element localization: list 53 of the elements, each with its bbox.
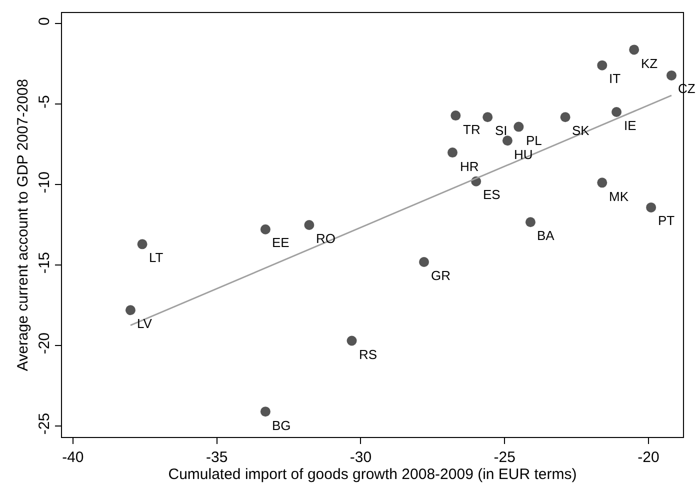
point	[448, 148, 458, 158]
annotation: LT	[149, 250, 164, 265]
point	[597, 178, 608, 188]
annotation: TR	[463, 122, 480, 137]
y-tick-label: -25	[36, 412, 53, 435]
point	[137, 239, 148, 250]
annotation: HU	[514, 147, 533, 162]
point	[612, 107, 622, 117]
x-tick-label: -30	[350, 449, 372, 466]
annotation: RS	[359, 347, 378, 362]
y-tick-label: -15	[36, 252, 53, 274]
point	[482, 112, 493, 122]
annotation: EE	[272, 235, 290, 250]
point	[629, 44, 640, 55]
annotation: RO	[316, 231, 336, 246]
point	[646, 202, 656, 212]
x-tick-label: -35	[206, 449, 228, 466]
x-tick-label: -25	[494, 449, 516, 466]
annotation: SI	[495, 123, 508, 138]
annotation: MK	[609, 189, 629, 204]
annotation: HR	[460, 159, 479, 174]
point	[125, 305, 136, 316]
y-tick-label: 0	[36, 17, 53, 26]
y-tick-label: -5	[36, 95, 53, 109]
y-tick-label: -10	[36, 172, 53, 194]
annotation: LV	[137, 316, 152, 331]
point	[304, 220, 314, 230]
annotation: IE	[624, 118, 637, 133]
point	[346, 336, 357, 346]
point	[666, 70, 676, 80]
point	[260, 406, 270, 417]
annotation: SK	[572, 123, 590, 138]
annotation: IT	[609, 71, 621, 86]
annotation: KZ	[641, 56, 658, 71]
x-tick-label: -20	[638, 449, 660, 466]
annotation: PT	[658, 213, 675, 228]
point	[514, 122, 524, 132]
point	[597, 60, 608, 70]
annotation: PL	[526, 133, 542, 148]
point	[260, 224, 270, 234]
point	[419, 257, 430, 268]
x-tick-label: -40	[62, 449, 84, 466]
annotation: GR	[431, 268, 450, 283]
point	[450, 110, 461, 121]
y-axis-title: Average current account to GDP 2007-2008	[14, 78, 32, 372]
x-axis-title: Cumulated import of goods growth 2008-2009 (in EUR terms)	[168, 466, 577, 483]
point	[525, 217, 536, 228]
annotation: BA	[537, 228, 555, 243]
y-tick-label: -20	[36, 332, 53, 354]
annotation: BG	[272, 418, 291, 433]
annotation: ES	[483, 187, 501, 202]
point	[560, 112, 570, 122]
point	[502, 136, 512, 146]
